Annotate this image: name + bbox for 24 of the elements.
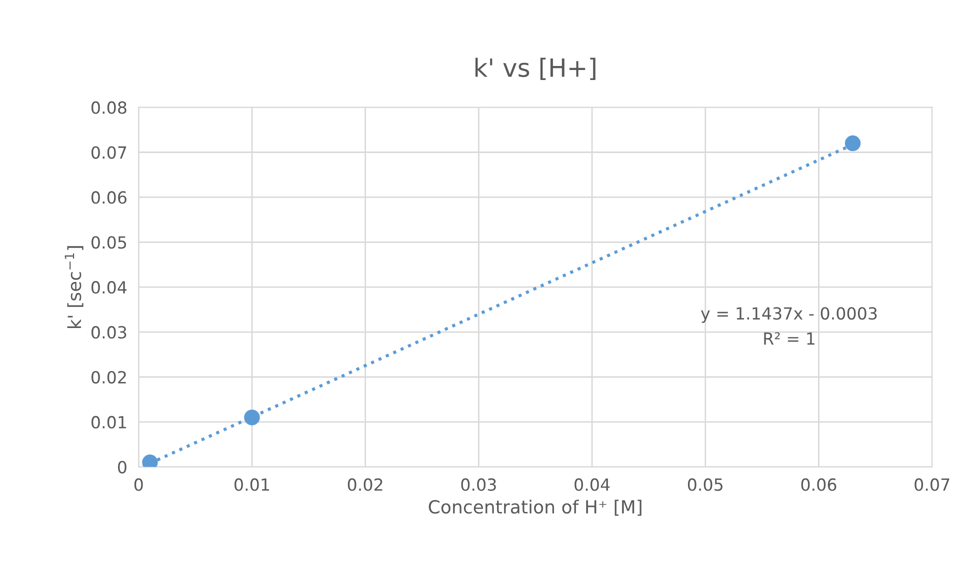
point xyxy=(244,410,260,426)
x-tick-label: 0.01 xyxy=(234,478,269,491)
y-tick-label: 0 xyxy=(118,460,126,474)
x-tick-label: 0.03 xyxy=(461,478,496,491)
x-axis-title: Concentration of H⁺ [M] xyxy=(428,500,642,516)
x-tick-label: 0.05 xyxy=(688,478,722,491)
y-tick-label: 0.03 xyxy=(92,326,126,339)
x-tick-label: 0 xyxy=(134,478,143,491)
annotation: y = 1.1437x - 0.0003 xyxy=(701,307,877,323)
y-tick-label: 0.07 xyxy=(92,146,126,159)
y-tick-label: 0.08 xyxy=(92,101,126,114)
y-tick-label: 0.05 xyxy=(92,236,126,249)
annotation: R² = 1 xyxy=(764,332,814,345)
y-tick-label: 0.06 xyxy=(92,191,126,204)
y-tick-label: 0.02 xyxy=(92,370,126,384)
y-tick-label: 0.04 xyxy=(92,281,127,294)
point xyxy=(844,135,861,152)
x-tick-label: 0.04 xyxy=(574,478,610,491)
x-tick-label: 0.06 xyxy=(801,478,836,491)
y-axis-title: k' [sec$^{−1}$] xyxy=(64,246,84,328)
y-tick-label: 0.01 xyxy=(92,416,126,429)
x-tick-label: 0.02 xyxy=(348,478,382,491)
x-tick-label: 0.07 xyxy=(914,478,950,491)
chart-title: k' vs [H+] xyxy=(475,58,596,80)
